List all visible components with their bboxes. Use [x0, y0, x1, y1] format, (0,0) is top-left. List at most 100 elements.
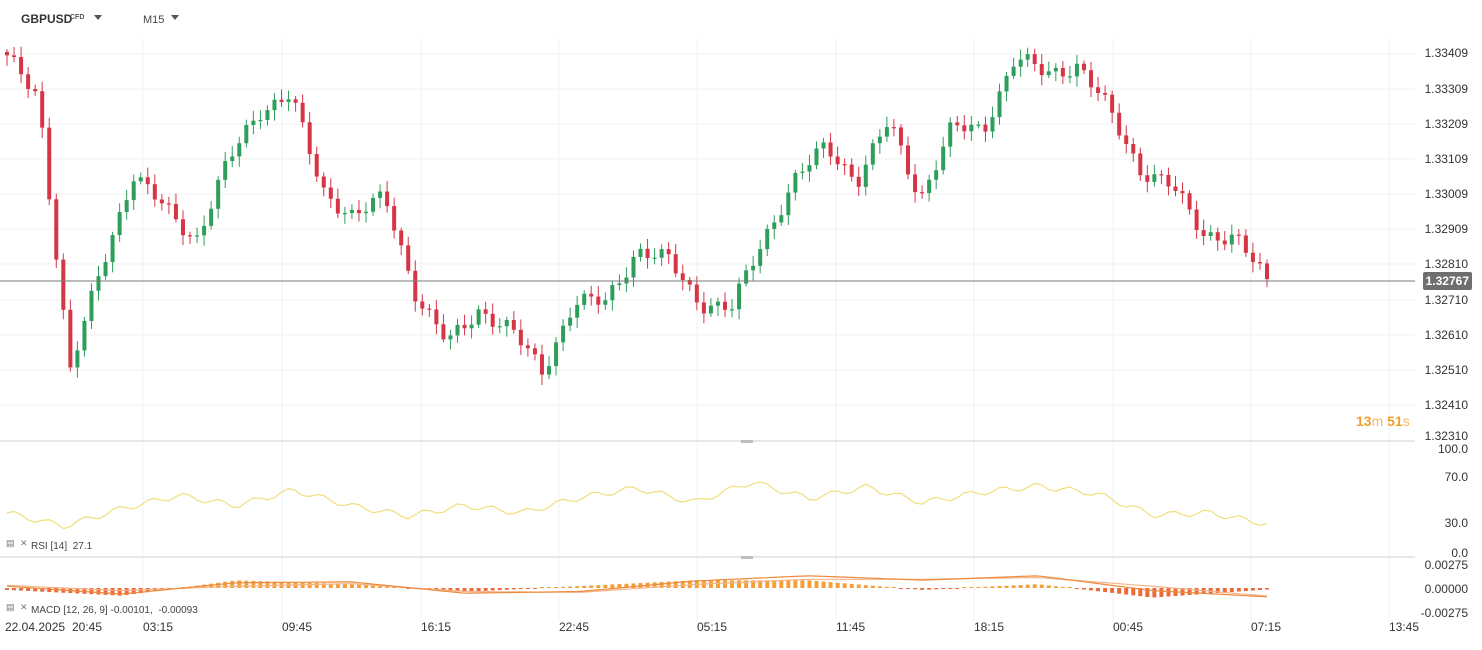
macd-histogram-bar [307, 582, 312, 588]
macd-close-icon[interactable]: ✕ [20, 602, 28, 612]
candle-body [1250, 252, 1255, 262]
candle-body [490, 313, 495, 327]
candle-body [934, 170, 939, 180]
candle-body [1096, 87, 1101, 94]
candle-body [1201, 230, 1206, 237]
candle-body [969, 124, 974, 132]
symbol-name[interactable]: GBPUSD [21, 12, 73, 26]
candle-body [321, 176, 326, 188]
candle-body [898, 127, 903, 146]
macd-histogram-bar [265, 581, 270, 588]
candle-body [1180, 190, 1185, 194]
macd-histogram-bar [40, 588, 45, 592]
time-label: 03:15 [143, 620, 174, 634]
macd-settings-icon[interactable]: ▤ [6, 602, 15, 612]
macd-histogram-bar [1265, 588, 1269, 590]
candle-body [680, 273, 685, 280]
macd-histogram-bar [737, 580, 742, 588]
candle-body [856, 176, 861, 187]
candle-body [722, 301, 727, 310]
candle-body [504, 319, 509, 327]
candle-body [1025, 54, 1030, 60]
rsi-settings-icon[interactable]: ▤ [6, 538, 15, 548]
candle-body [244, 125, 249, 144]
candle-body [582, 293, 587, 305]
candle-body [568, 317, 573, 326]
macd-histogram-bar [321, 583, 326, 588]
candle-body [96, 276, 101, 291]
macd-histogram-bar [251, 580, 256, 588]
candle-body [420, 301, 425, 309]
rsi-close-icon[interactable]: ✕ [20, 538, 28, 548]
resize-handle-2[interactable] [741, 556, 753, 559]
macd-histogram-bar [1081, 588, 1086, 590]
candle-body [455, 324, 460, 336]
candle-body [1074, 63, 1079, 77]
candle-body [708, 305, 713, 314]
candle-body [61, 259, 66, 310]
candle-body [342, 213, 347, 215]
macd-line [6, 575, 1268, 598]
macd-histogram-bar [539, 587, 544, 588]
macd-histogram-bar [786, 580, 791, 588]
candle-body [33, 89, 38, 92]
macd-histogram-bar [532, 588, 537, 589]
macd-histogram-bar [856, 584, 861, 588]
macd-histogram-bar [589, 585, 594, 588]
macd-histogram-bar [772, 580, 777, 588]
candle-body [286, 99, 291, 103]
timeframe-dropdown-icon[interactable] [171, 15, 179, 20]
macd-histogram-bar [997, 586, 1002, 588]
candle-body [624, 277, 629, 284]
timeframe-selector[interactable]: M15 [143, 14, 165, 26]
price-label: 1.33009 [1424, 187, 1468, 201]
macd-histogram-bar [835, 582, 840, 588]
time-label: 18:15 [974, 620, 1005, 634]
candle-body [40, 91, 45, 128]
candle-body [469, 324, 474, 329]
macd-histogram-bar [371, 585, 376, 588]
candle-body [948, 122, 953, 147]
candle-body [1187, 193, 1192, 210]
macd-axis-label: 0.00275 [1424, 558, 1468, 572]
candle-body [272, 99, 277, 111]
macd-histogram-bar [596, 585, 601, 588]
candle-body [1039, 64, 1044, 76]
candle-body [138, 177, 143, 182]
macd-histogram-bar [927, 588, 932, 590]
symbol-dropdown-icon[interactable] [94, 15, 102, 20]
price-label: 1.32410 [1424, 398, 1468, 412]
candle-body [554, 342, 559, 367]
macd-histogram-bar [216, 582, 221, 588]
macd-histogram-bar [258, 581, 263, 588]
candle-body [547, 366, 552, 375]
candle-body [1265, 263, 1269, 280]
candle-body [371, 197, 376, 212]
candle-body [413, 270, 418, 302]
candle-body [1194, 209, 1199, 231]
macd-axis-label: -0.00275 [1420, 606, 1468, 620]
macd-histogram-bar [349, 584, 354, 588]
candle-body [124, 200, 129, 213]
candle-body [1110, 94, 1115, 113]
time-label: 22:45 [559, 620, 590, 634]
candle-body [159, 199, 164, 204]
candle-body [223, 161, 228, 180]
macd-histogram-bar [12, 588, 17, 591]
macd-histogram-bar [1046, 585, 1051, 588]
time-label: 00:45 [1113, 620, 1144, 634]
macd-histogram-bar [568, 586, 573, 588]
macd-histogram-bar [842, 583, 847, 588]
candle-body [1208, 232, 1213, 237]
candle-body [884, 127, 889, 137]
macd-histogram-bar [490, 588, 495, 591]
price-label: 1.33409 [1424, 46, 1468, 60]
macd-panel [5, 575, 1269, 598]
macd-histogram-bar [575, 586, 580, 588]
candle-body [786, 192, 791, 216]
candle-body [1152, 174, 1157, 182]
candle-body [314, 154, 319, 177]
resize-handle-1[interactable] [741, 440, 753, 443]
macd-histogram-bar [617, 584, 622, 588]
